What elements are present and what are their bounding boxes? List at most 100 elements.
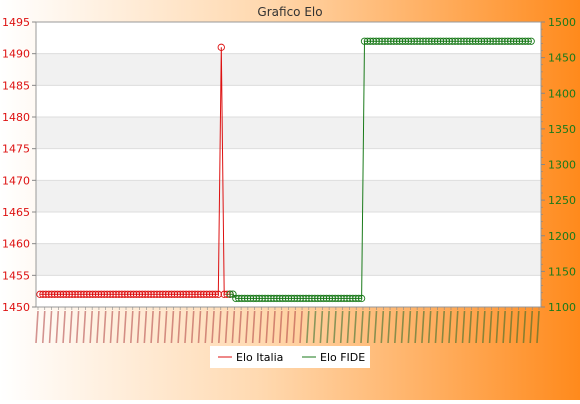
data-point-elo-italia: [179, 290, 187, 298]
legend-label-elo-italia: Elo Italia: [236, 351, 283, 364]
data-point-elo-fide: [498, 37, 506, 45]
data-point-elo-fide: [232, 294, 240, 303]
data-point-elo-fide: [305, 294, 313, 303]
data-point-elo-fide: [311, 294, 319, 303]
data-point-elo-fide: [515, 37, 524, 45]
x-tick-label-glyph: [339, 310, 344, 344]
data-point-elo-italia: [220, 290, 228, 298]
data-point-elo-fide: [442, 37, 451, 45]
data-point-elo-fide: [331, 294, 339, 303]
y-right-tick-label: 1500: [548, 16, 576, 29]
data-point-elo-fide: [398, 37, 407, 45]
data-point-elo-fide: [293, 294, 301, 303]
data-point-elo-fide: [322, 294, 331, 303]
data-point-elo-fide: [474, 37, 483, 45]
data-point-elo-fide: [471, 37, 480, 45]
data-point-elo-fide: [390, 37, 398, 45]
x-tick-label-glyph: [89, 310, 93, 344]
data-point-elo-fide: [425, 37, 433, 45]
data-point-elo-italia: [65, 290, 73, 298]
data-point-elo-fide: [343, 294, 351, 303]
legend-label-elo-fide: Elo FIDE: [320, 351, 365, 364]
y-left-tick-label: 1475: [2, 143, 30, 156]
data-point-elo-fide: [249, 294, 258, 303]
x-tick-label-glyph: [454, 310, 459, 344]
data-point-elo-italia: [185, 290, 193, 298]
data-point-elo-italia: [197, 290, 205, 298]
data-point-elo-fide: [226, 290, 234, 298]
data-point-elo-fide: [413, 37, 421, 45]
x-tick-label-glyph: [69, 310, 73, 344]
data-point-elo-fide: [436, 37, 445, 45]
data-point-elo-fide: [393, 37, 401, 45]
data-point-elo-fide: [308, 294, 316, 303]
data-point-elo-fide: [281, 294, 290, 303]
data-point-elo-italia: [88, 290, 97, 298]
x-tick-label-glyph: [143, 310, 148, 344]
data-point-elo-fide: [501, 37, 509, 45]
y-left-tick-label: 1480: [2, 111, 30, 124]
data-point-elo-fide: [261, 294, 269, 303]
data-point-elo-fide: [378, 37, 386, 45]
x-tick-label-glyph: [515, 310, 520, 344]
data-point-elo-fide: [360, 37, 369, 45]
data-point-elo-italia: [188, 290, 196, 298]
data-point-elo-fide: [243, 294, 252, 303]
x-tick-label-glyph: [231, 310, 236, 344]
x-tick-label-glyph: [407, 310, 412, 344]
data-point-elo-fide: [486, 37, 494, 45]
x-tick-label-glyph: [35, 310, 39, 344]
data-point-elo-italia: [50, 290, 59, 298]
data-point-elo-fide: [270, 294, 278, 303]
data-point-elo-fide: [466, 37, 474, 45]
data-point-elo-fide: [369, 37, 377, 45]
x-tick-label-glyph: [346, 310, 351, 344]
data-point-elo-italia: [94, 290, 103, 298]
data-point-elo-italia: [83, 290, 91, 298]
y-right-tick-label: 1400: [548, 87, 576, 100]
data-point-elo-italia: [141, 290, 149, 298]
x-tick-label-glyph: [82, 310, 87, 344]
data-point-elo-fide: [439, 37, 448, 45]
data-point-elo-italia: [164, 290, 173, 298]
x-tick-label-glyph: [150, 310, 154, 344]
data-point-elo-fide: [314, 294, 322, 303]
data-point-elo-italia: [176, 290, 184, 298]
data-point-elo-italia: [74, 290, 82, 298]
data-point-elo-italia: [129, 290, 138, 298]
data-point-elo-fide: [454, 37, 462, 45]
data-point-elo-fide: [273, 294, 281, 303]
data-point-elo-fide: [235, 294, 243, 303]
data-point-elo-fide: [428, 37, 436, 45]
data-point-elo-fide: [401, 37, 410, 45]
data-point-elo-italia: [109, 290, 117, 298]
y-left-tick-label: 1470: [2, 174, 30, 187]
data-point-elo-italia: [135, 290, 144, 298]
data-point-elo-fide: [328, 294, 337, 303]
data-point-elo-italia: [182, 290, 190, 298]
chart-title: Grafico Elo: [257, 5, 322, 19]
x-tick-label-glyph: [536, 310, 540, 344]
x-tick-label-glyph: [333, 310, 337, 344]
data-point-elo-fide: [495, 37, 503, 45]
data-point-elo-fide: [276, 294, 284, 303]
data-point-elo-fide: [352, 294, 360, 303]
x-tick-label-glyph: [258, 310, 263, 344]
data-point-elo-italia: [53, 290, 62, 298]
data-point-elo-fide: [290, 294, 298, 303]
x-tick-label-glyph: [522, 310, 527, 344]
data-point-elo-fide: [355, 294, 363, 303]
data-point-elo-italia: [173, 290, 182, 298]
y-right-tick-label: 1200: [548, 230, 576, 243]
x-tick-label-glyph: [157, 310, 161, 344]
data-point-elo-italia: [138, 290, 146, 298]
data-point-elo-italia: [77, 290, 85, 298]
x-tick-label-glyph: [55, 310, 60, 344]
data-point-elo-fide: [489, 37, 497, 45]
data-point-elo-fide: [483, 37, 491, 45]
data-point-elo-italia: [68, 290, 76, 298]
x-tick-label-glyph: [48, 310, 53, 344]
y-right-tick-label: 1300: [548, 159, 576, 172]
y-left-tick-label: 1490: [2, 48, 30, 61]
